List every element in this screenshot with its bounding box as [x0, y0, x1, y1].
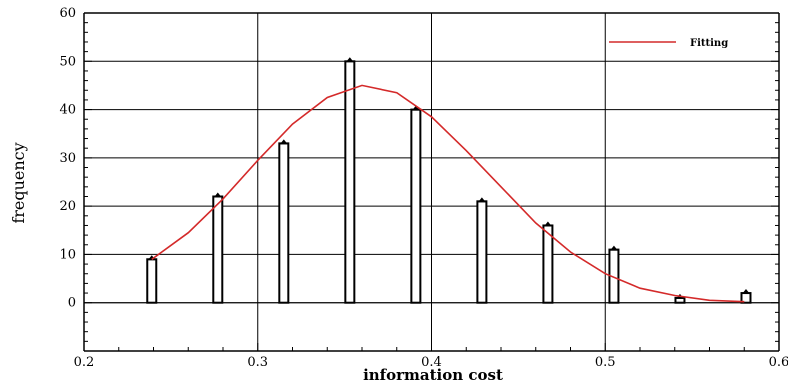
y-axis-title: frequency — [9, 142, 28, 223]
bar-top-marker — [279, 139, 288, 145]
legend: Fitting — [609, 38, 728, 49]
x-tick-label: 0.3 — [247, 355, 268, 370]
x-tick-label: 0.5 — [595, 355, 616, 370]
x-tick-label: 0.2 — [74, 355, 95, 370]
y-tick-label: 40 — [59, 103, 76, 118]
y-tick-label: 50 — [59, 54, 76, 69]
bar-top-marker — [543, 221, 552, 227]
bar-top-marker — [411, 105, 420, 111]
histogram-bar — [410, 108, 422, 304]
y-tick-label: 20 — [59, 199, 76, 214]
histogram-bar — [476, 200, 488, 304]
bar-top-marker — [477, 197, 486, 203]
fitting-curve — [151, 84, 745, 303]
histogram-bar — [278, 142, 290, 304]
bar-top-marker — [213, 192, 222, 198]
fitting-line — [151, 84, 745, 303]
x-tick-label: 0.4 — [421, 355, 442, 370]
axes — [83, 12, 780, 352]
bar-top-marker — [147, 255, 156, 261]
y-tick-label: 10 — [59, 247, 76, 262]
histogram-bar — [542, 224, 554, 304]
bar-top-marker — [741, 289, 750, 295]
y-tick-label: 0 — [68, 296, 76, 311]
histogram-bar — [212, 195, 224, 304]
tick-labels: 0.2 0.3 0.4 0.5 0.6 0 10 20 30 40 50 60 — [59, 6, 788, 370]
y-tick-label: 60 — [59, 6, 76, 21]
histogram-bar — [146, 258, 158, 304]
y-tick-label: 30 — [59, 151, 76, 166]
histogram-bar — [344, 60, 356, 304]
x-tick-label: 0.6 — [769, 355, 788, 370]
legend-label-fitting: Fitting — [690, 38, 728, 49]
bars — [146, 57, 752, 304]
bar-top-marker — [345, 57, 354, 63]
bar-top-marker — [609, 245, 618, 251]
x-axis-title: information cost — [363, 366, 503, 383]
grid-lines — [84, 13, 779, 351]
